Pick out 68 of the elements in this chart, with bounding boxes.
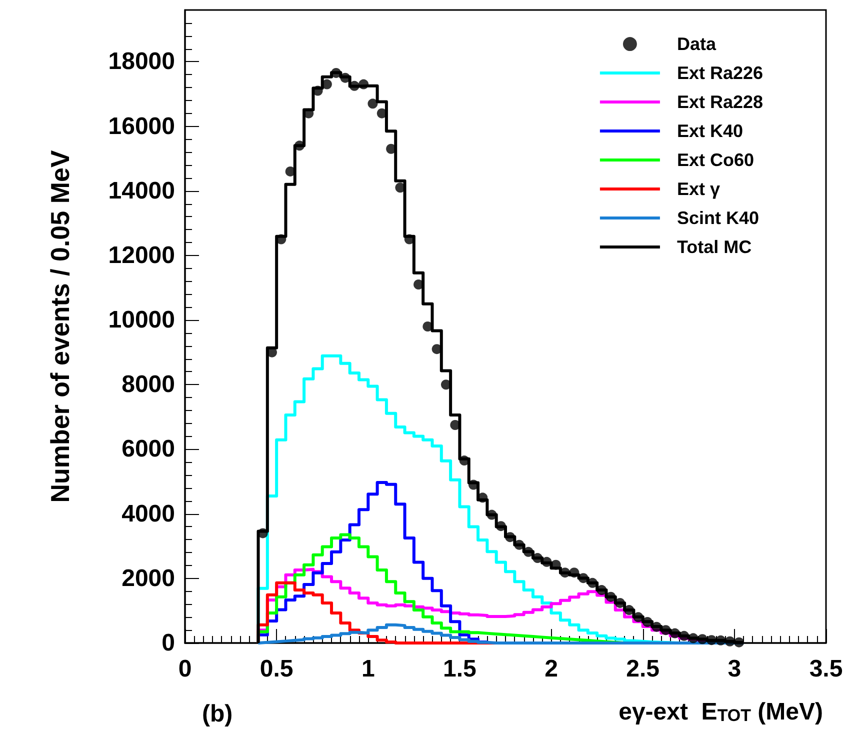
point [486,510,497,520]
point [652,622,662,632]
point [368,98,378,109]
y-tick-label: 10000 [108,306,175,334]
point [588,578,598,588]
x-tick-label: 3 [728,656,742,682]
legend-label: Ext Ra228 [676,92,764,112]
point [724,636,735,646]
point [532,553,543,564]
legend-label: Ext Ra226 [676,63,764,83]
point [569,568,580,578]
point [505,532,516,542]
point [331,68,342,78]
legend-label: Ext K40 [676,121,743,141]
x-tick-label: 1 [361,656,375,682]
point [468,480,478,490]
legend-label: Data [676,34,717,54]
y-tick-label: 18000 [108,48,175,76]
point [496,521,506,532]
point [614,598,625,608]
x-axis-title: eγ-ext ETOT (MeV) [618,698,823,726]
point [258,528,268,538]
x-tick-label: 3.5 [809,656,843,682]
y-tick-label: 12000 [108,242,175,269]
y-tick-label: 0 [162,630,175,656]
legend-label: Ext γ [676,179,720,199]
x-tick-label: 2 [544,656,558,682]
point [514,540,524,550]
point [606,592,616,602]
legend-label: Total MC [676,237,752,257]
point [459,456,470,466]
point [440,380,451,390]
point [734,637,744,648]
point [340,72,350,83]
point [349,80,360,91]
point [716,635,726,646]
point [523,546,534,557]
y-tick-label: 2000 [122,564,175,592]
point [624,605,634,616]
point [642,617,652,628]
point [560,568,570,578]
y-tick-label: 6000 [122,436,175,463]
y-tick-label: 14000 [108,177,175,204]
point [478,492,488,503]
point [358,79,369,90]
legend-label: Ext Co60 [676,150,754,170]
y-axis-title: Number of events / 0.05 MeV [45,150,75,503]
point [596,585,607,596]
text: (b) [202,700,233,728]
point [688,633,698,644]
point [550,560,561,570]
point [706,635,717,646]
x-tick-label: 2.5 [626,656,660,682]
point [697,634,708,644]
y-tick-label: 16000 [108,112,175,140]
point [542,556,552,567]
point [670,628,680,638]
point [633,612,644,622]
legend-label: Scint K40 [676,208,759,228]
y-tick-label: 8000 [122,371,175,398]
point [679,630,690,641]
point [578,573,588,584]
x-tick-label: 1.5 [443,656,476,682]
y-tick-label: 4000 [122,500,175,528]
x-tick-label: 0.5 [260,656,294,682]
point [294,140,304,151]
point [660,625,671,636]
x-tick-label: 0 [178,656,192,682]
